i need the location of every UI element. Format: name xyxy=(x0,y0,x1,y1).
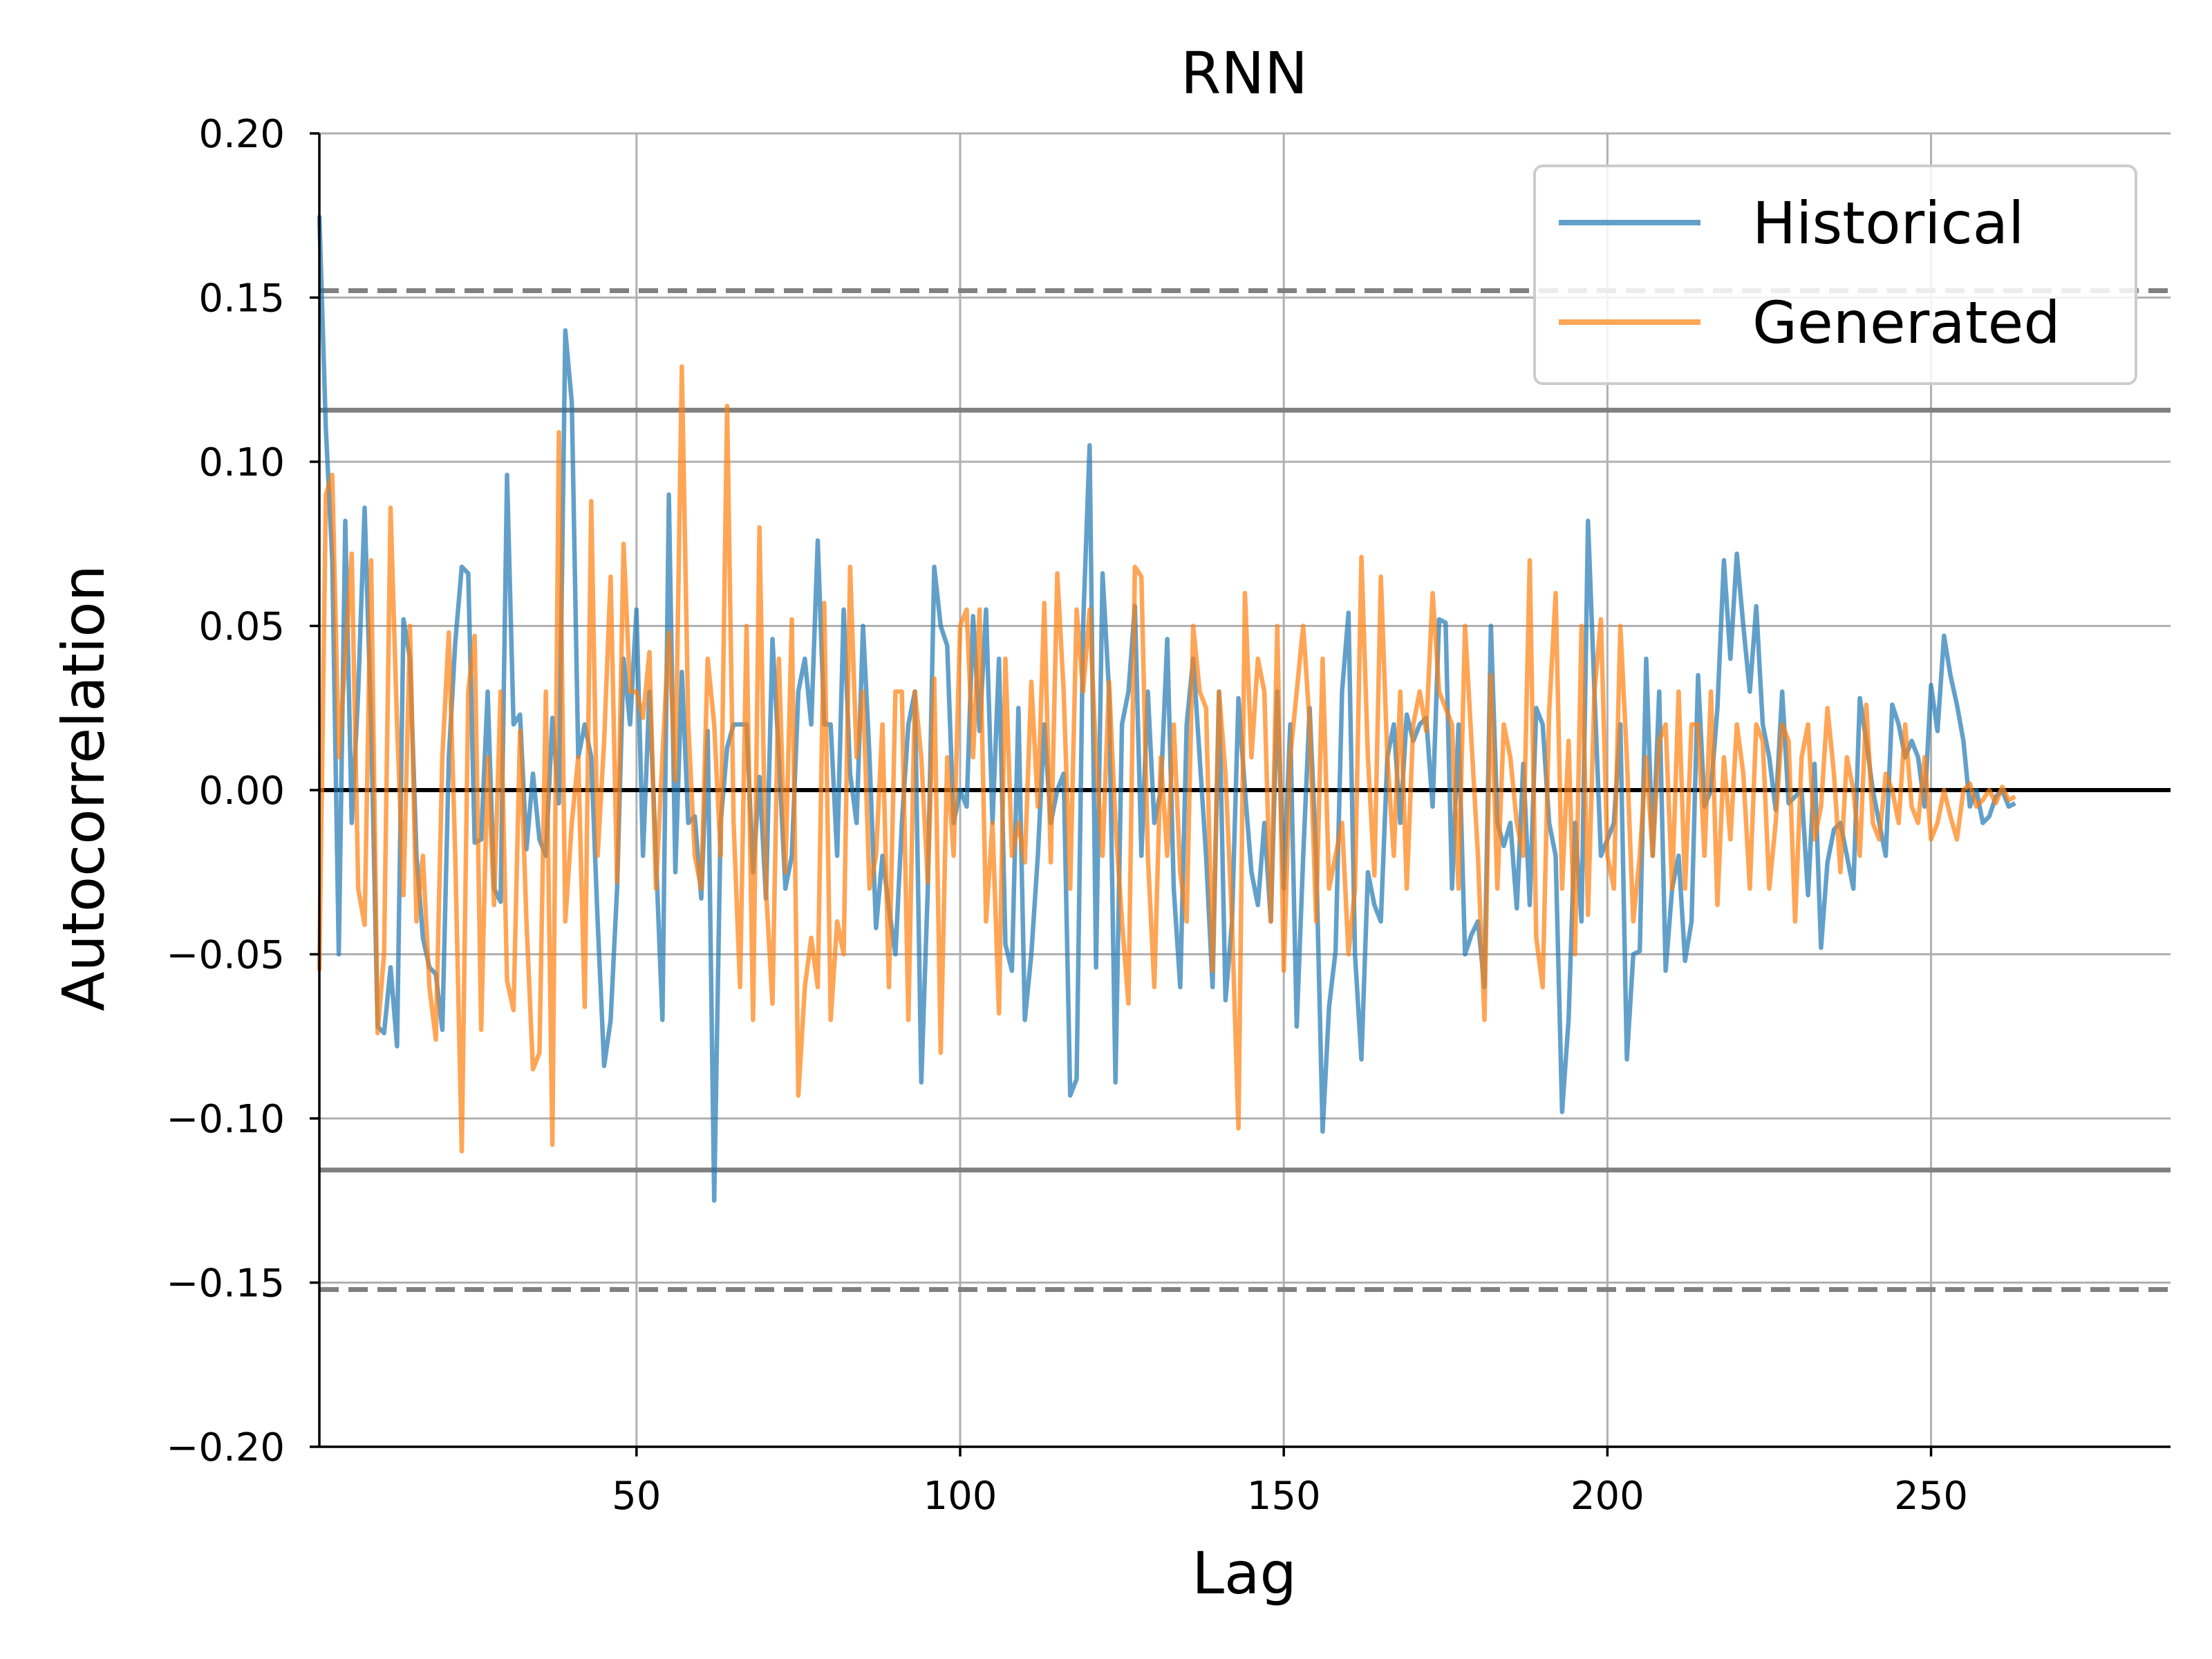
chart-title: RNN xyxy=(1181,39,1308,107)
y-tick-label: 0.00 xyxy=(198,769,285,814)
legend-historical-label: Historical xyxy=(1752,189,2024,257)
axes: 50 100 150 200 250 0.20 0.15 0.10 0.05 0.00 −0.05 −… xyxy=(166,112,2171,1519)
x-tick-label: 200 xyxy=(1571,1474,1644,1519)
x-tick-label: 150 xyxy=(1247,1474,1321,1519)
y-tick-label: 0.10 xyxy=(198,440,285,485)
series-line-historical xyxy=(317,215,2016,1203)
y-tick-label: 0.05 xyxy=(198,605,285,650)
y-tick-label: −0.05 xyxy=(166,933,285,978)
x-axis-label: Lag xyxy=(1192,1539,1297,1607)
y-axis-label: Autocorrelation xyxy=(50,565,118,1011)
legend-generated-label: Generated xyxy=(1752,289,2061,357)
y-tick-label: −0.10 xyxy=(166,1097,285,1142)
y-tick-label: 0.15 xyxy=(198,276,285,321)
series-line-generated xyxy=(317,364,2016,1154)
x-tick-label: 100 xyxy=(924,1474,997,1519)
y-tick-label: −0.15 xyxy=(166,1262,285,1306)
series-lines xyxy=(317,215,2016,1203)
x-tick-label: 250 xyxy=(1894,1474,1968,1519)
y-tick-label: 0.20 xyxy=(198,112,285,157)
x-tick-label: 50 xyxy=(612,1474,661,1519)
legend: Historical Generated xyxy=(1533,165,2137,385)
y-tick-label: −0.20 xyxy=(166,1425,285,1470)
